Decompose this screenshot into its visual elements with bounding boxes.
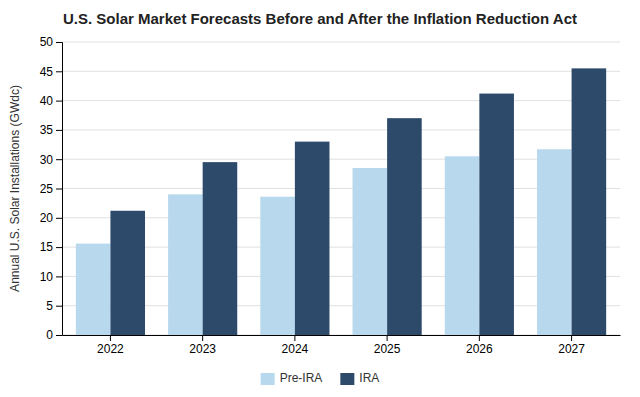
bar bbox=[203, 162, 238, 335]
y-tick: 10 bbox=[40, 270, 62, 284]
y-tick-mark bbox=[56, 276, 62, 277]
y-tick-mark bbox=[56, 71, 62, 72]
y-tick: 45 bbox=[40, 65, 62, 79]
grid-line bbox=[62, 188, 620, 189]
x-tick-mark bbox=[571, 335, 572, 341]
bars bbox=[76, 68, 606, 335]
x-tick-mark bbox=[479, 335, 480, 341]
y-tick-mark bbox=[56, 101, 62, 102]
legend-swatch bbox=[261, 373, 275, 385]
y-tick: 30 bbox=[40, 153, 62, 167]
bar bbox=[387, 118, 422, 335]
y-tick-mark bbox=[56, 130, 62, 131]
x-tick-mark bbox=[202, 335, 203, 341]
bar bbox=[572, 68, 607, 335]
y-tick-label: 15 bbox=[40, 240, 54, 254]
x-tick-label: 2022 bbox=[97, 342, 124, 356]
y-tick-label: 45 bbox=[40, 65, 54, 79]
x-axis-line bbox=[63, 335, 621, 336]
y-tick-label: 30 bbox=[40, 153, 54, 167]
legend-item: IRA bbox=[340, 371, 379, 385]
y-tick: 35 bbox=[40, 123, 62, 137]
y-tick-label: 5 bbox=[46, 299, 53, 313]
bar bbox=[260, 197, 295, 335]
y-tick-mark bbox=[56, 189, 62, 190]
chart-container: 2022202320242025202620270510152025303540… bbox=[0, 0, 640, 397]
x-tick: 2023 bbox=[189, 335, 216, 356]
y-axis-line bbox=[56, 43, 63, 336]
x-tick: 2025 bbox=[374, 335, 401, 356]
grid-line bbox=[62, 247, 620, 248]
plot-area: 2022202320242025202620270510152025303540… bbox=[40, 35, 621, 355]
y-tick-label: 40 bbox=[40, 94, 54, 108]
y-tick-label: 50 bbox=[40, 35, 54, 49]
y-tick-mark bbox=[56, 306, 62, 307]
x-tick-label: 2024 bbox=[282, 342, 309, 356]
grid-line bbox=[62, 100, 620, 101]
grid-line bbox=[62, 305, 620, 306]
bar bbox=[353, 168, 388, 335]
y-tick: 40 bbox=[40, 94, 62, 108]
legend-label: Pre-IRA bbox=[280, 371, 323, 385]
bar bbox=[168, 194, 203, 335]
grid-line bbox=[62, 217, 620, 218]
y-tick-mark bbox=[56, 335, 62, 336]
grid-line bbox=[62, 159, 620, 160]
x-tick-label: 2027 bbox=[558, 342, 585, 356]
legend: Pre-IRA IRA bbox=[261, 371, 380, 385]
y-tick-label: 25 bbox=[40, 182, 54, 196]
x-tick-mark bbox=[294, 335, 295, 341]
y-tick-label: 20 bbox=[40, 211, 54, 225]
y-tick-label: 0 bbox=[46, 328, 53, 342]
y-tick: 50 bbox=[40, 35, 62, 49]
y-tick: 15 bbox=[40, 240, 62, 254]
legend-label: IRA bbox=[359, 371, 379, 385]
x-tick-mark bbox=[387, 335, 388, 341]
y-axis-title: Annual U.S. Solar Installations (GWdc) bbox=[8, 85, 22, 292]
y-tick: 25 bbox=[40, 182, 62, 196]
legend-swatch bbox=[340, 373, 354, 385]
y-tick-mark bbox=[56, 159, 62, 160]
x-tick-label: 2025 bbox=[374, 342, 401, 356]
chart-svg: 2022202320242025202620270510152025303540… bbox=[0, 0, 640, 397]
bar bbox=[76, 244, 111, 335]
y-tick-label: 10 bbox=[40, 270, 54, 284]
bar bbox=[295, 142, 330, 335]
y-tick: 5 bbox=[46, 299, 62, 313]
y-tick: 20 bbox=[40, 211, 62, 225]
x-tick-label: 2023 bbox=[189, 342, 216, 356]
y-tick-label: 35 bbox=[40, 123, 54, 137]
x-axis: 2022 2023 2024 2025 2026 2027 bbox=[63, 335, 621, 356]
y-tick-mark bbox=[56, 218, 62, 219]
legend-item: Pre-IRA bbox=[261, 371, 323, 385]
x-tick: 2026 bbox=[466, 335, 493, 356]
grid-line bbox=[62, 42, 620, 43]
grid-line bbox=[62, 71, 620, 72]
grid-line bbox=[62, 335, 620, 336]
x-tick-label: 2026 bbox=[466, 342, 493, 356]
y-tick-mark bbox=[56, 247, 62, 248]
y-tick: 0 bbox=[46, 328, 62, 342]
y-axis: 0 5 10 15 20 25 30 35 40 45 50 bbox=[40, 35, 63, 342]
grid-line bbox=[62, 129, 620, 130]
x-tick: 2027 bbox=[558, 335, 585, 356]
grid bbox=[62, 42, 620, 335]
bar bbox=[479, 94, 514, 335]
bar-series bbox=[110, 68, 606, 335]
x-tick: 2022 bbox=[97, 335, 124, 356]
bar bbox=[110, 211, 145, 335]
bar bbox=[537, 149, 572, 335]
grid-line bbox=[62, 276, 620, 277]
x-tick-mark bbox=[110, 335, 111, 341]
x-tick: 2024 bbox=[282, 335, 309, 356]
y-tick-mark bbox=[56, 42, 62, 43]
bar bbox=[445, 156, 480, 335]
chart-title: U.S. Solar Market Forecasts Before and A… bbox=[63, 10, 577, 27]
